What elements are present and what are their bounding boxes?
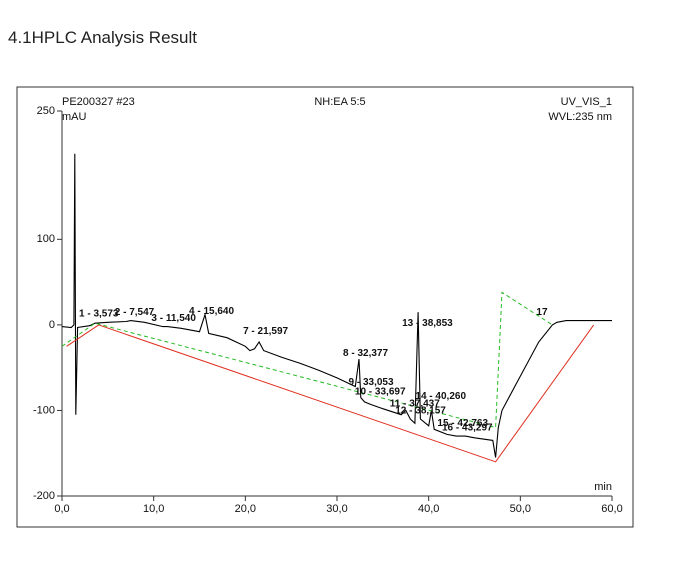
x-tick-label: 20,0 xyxy=(235,503,256,515)
peak-label: 11 - 37,437 xyxy=(390,399,440,410)
x-tick-label: 10,0 xyxy=(143,503,164,515)
header-right: UV_VIS_1 xyxy=(561,96,612,108)
trace xyxy=(66,324,595,463)
peak-label: 4 - 15,640 xyxy=(189,306,234,317)
peak-label: 8 - 32,377 xyxy=(343,348,388,359)
peak-label: 14 - 40,260 xyxy=(415,391,466,402)
peak-label: 17 xyxy=(536,307,548,318)
x-tick-label: 30,0 xyxy=(326,503,347,515)
trace xyxy=(61,291,553,429)
x-tick-label: 50,0 xyxy=(510,503,531,515)
x-tick-label: 60,0 xyxy=(601,503,622,515)
peak-label: 7 - 21,597 xyxy=(243,326,288,337)
x-axis-label: min xyxy=(594,481,612,493)
y-tick-label: -100 xyxy=(33,404,55,416)
heading: 4.1HPLC Analysis Result xyxy=(8,28,197,47)
peak-label: 13 - 38,853 xyxy=(402,318,453,329)
x-tick-label: 40,0 xyxy=(418,503,439,515)
peak-label: 9 - 33,053 xyxy=(349,377,394,388)
y-tick-label: -200 xyxy=(33,490,55,502)
peak-label: 16 - 43,297 xyxy=(442,422,493,433)
wavelength: WVL:235 nm xyxy=(548,111,612,123)
peak-label: 1 - 3,573 xyxy=(79,309,119,320)
peak-label: 10 - 33,697 xyxy=(355,387,406,398)
peak-label: 2 - 7,547 xyxy=(115,307,155,318)
header-left: PE200327 #23 xyxy=(62,96,135,108)
x-tick-label: 0,0 xyxy=(54,503,69,515)
peak-label: 3 - 11,540 xyxy=(151,313,196,324)
y-axis-label: mAU xyxy=(62,111,87,123)
y-tick-label: 0 xyxy=(49,319,55,331)
frame xyxy=(16,86,634,528)
peak-label: 15 - 42,763 xyxy=(437,418,488,429)
trace xyxy=(61,153,612,458)
header-center: NH:EA 5:5 xyxy=(314,96,365,108)
y-tick-label: 250 xyxy=(37,105,55,117)
peak-label: 12 - 38,157 xyxy=(395,405,446,416)
y-tick-label: 100 xyxy=(37,233,55,245)
